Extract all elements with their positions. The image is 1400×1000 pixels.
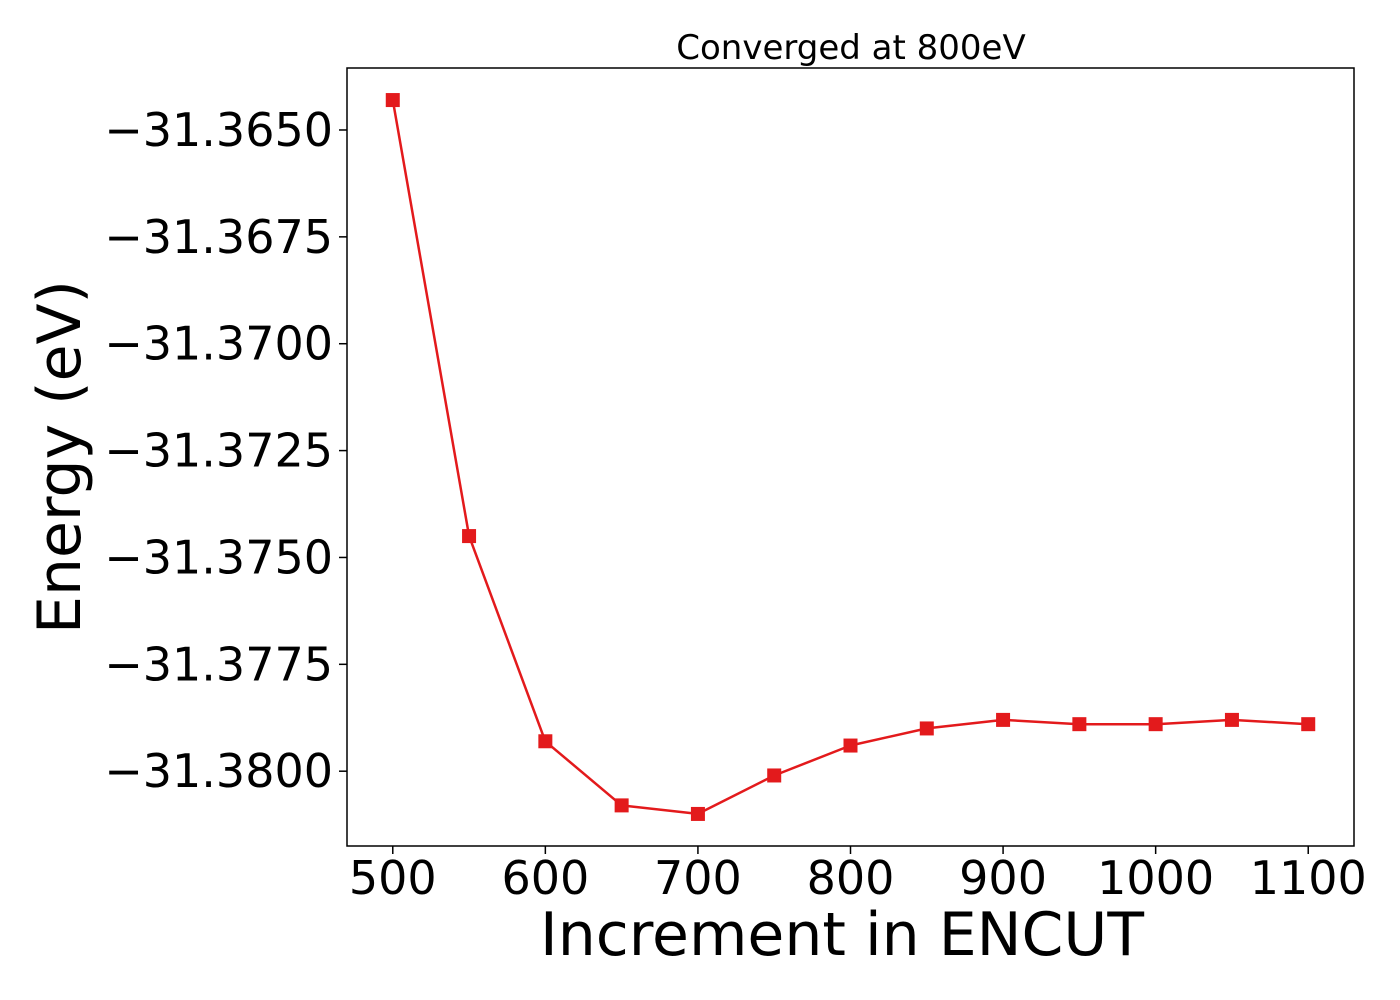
y-tick-label: −31.3700	[104, 317, 333, 371]
x-tick-label: 500	[349, 851, 437, 905]
y-axis-ticks: −31.3650 −31.3675 −31.3700 −31.3725 −31.3750…	[104, 103, 347, 798]
y-tick-label: −31.3800	[104, 744, 333, 798]
y-tick-label: −31.3775	[104, 637, 333, 691]
x-tick-label: 900	[959, 851, 1047, 905]
x-tick-label: 1000	[1097, 851, 1214, 905]
x-tick-label: 800	[807, 851, 895, 905]
data-point-marker	[385, 93, 400, 108]
series-markers	[385, 93, 1316, 821]
y-tick-label: −31.3725	[104, 424, 333, 478]
data-point-marker	[690, 806, 705, 821]
x-axis-ticks: 500 600 700 800 900 1000 1100	[349, 846, 1367, 905]
data-point-marker	[462, 529, 477, 544]
series-line	[391, 99, 1309, 816]
x-axis-label: Increment in ENCUT	[540, 900, 1144, 970]
y-axis-label: Energy (eV)	[25, 280, 95, 634]
x-tick-label: 700	[654, 851, 742, 905]
y-tick-label: −31.3675	[104, 210, 333, 264]
data-point-marker	[538, 734, 553, 749]
data-point-marker	[1148, 717, 1163, 732]
data-point-marker	[843, 738, 858, 753]
data-point-marker	[1224, 712, 1239, 727]
x-tick-label: 600	[501, 851, 589, 905]
data-point-marker	[614, 798, 629, 813]
y-tick-label: −31.3650	[104, 103, 333, 157]
data-point-marker	[919, 721, 934, 736]
data-point-marker	[996, 712, 1011, 727]
y-tick-label: −31.3750	[104, 530, 333, 584]
chart-title: Converged at 800eV	[676, 28, 1025, 68]
x-tick-label: 1100	[1250, 851, 1367, 905]
data-point-marker	[1301, 717, 1316, 732]
plot-area-frame	[346, 67, 1355, 847]
data-point-marker	[767, 768, 782, 783]
data-point-marker	[1072, 717, 1087, 732]
